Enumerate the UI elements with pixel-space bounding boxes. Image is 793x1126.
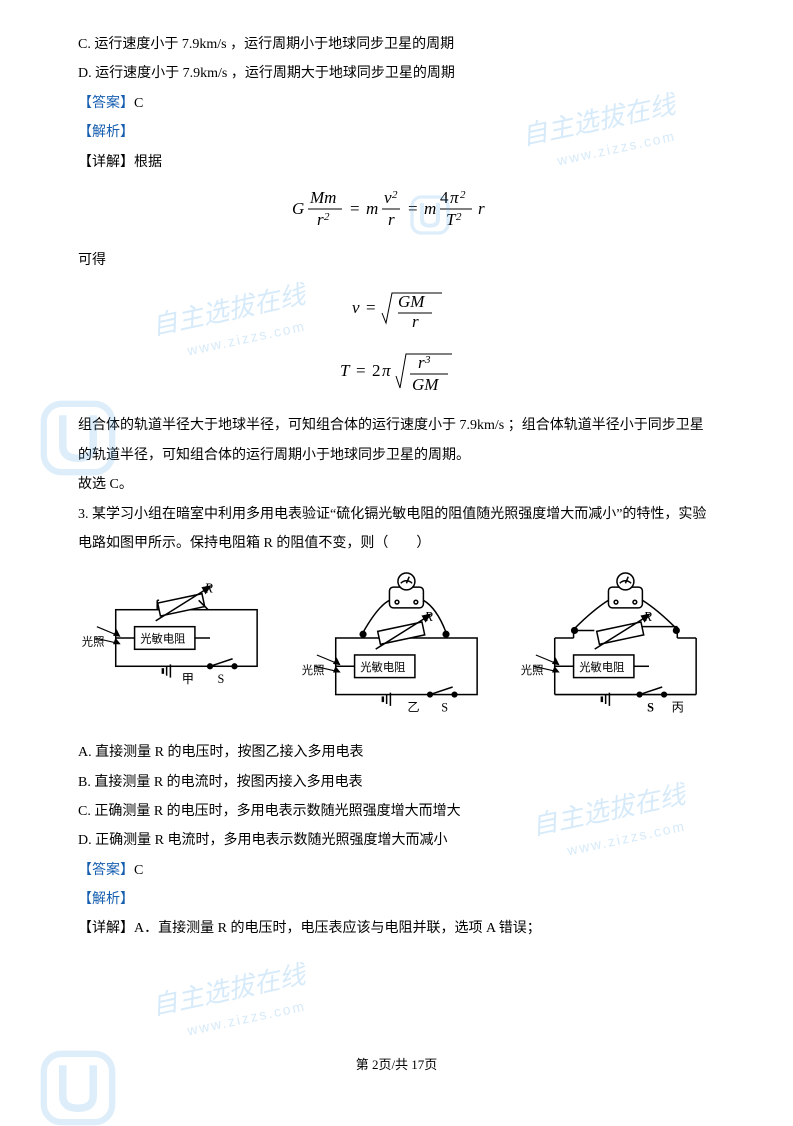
analysis-label: 【解析】 [78,118,715,147]
answer-value: C [134,96,143,111]
svg-text:Mm: Mm [309,188,336,207]
svg-text:=: = [350,199,360,218]
svg-text:π: π [450,188,459,207]
figure-jia: R 光敏电阻 光照 S 甲 [78,572,276,728]
watermark-url: www.zizzs.com [186,998,308,1039]
svg-text:π: π [382,361,391,380]
q3-answer-row: 【答案】C [78,856,715,885]
svg-text:=: = [408,199,418,218]
answer-label: 【答案】 [78,96,134,111]
svg-text:光敏电阻: 光敏电阻 [579,660,624,674]
svg-text:R: R [203,581,213,597]
after-eq: 可得 [78,246,715,275]
page: { "q2": { "optC": "C. 运行速度小于 7.9km/s ，运行… [0,0,793,1121]
answer-value: C [134,863,143,878]
figure-bing: R 光敏电阻 光照 S 丙 [517,572,715,728]
svg-text:光敏电阻: 光敏电阻 [140,632,185,646]
svg-text:2: 2 [460,189,466,201]
svg-text:S: S [218,673,225,687]
equation-2: v = GM r [78,285,715,336]
q3-opt-c: C. 正确测量 R 的电压时，多用电表示数随光照强度增大而增大 [78,797,715,826]
svg-text:R: R [423,609,433,625]
svg-text:2: 2 [372,361,381,380]
svg-text:光照: 光照 [82,635,105,649]
svg-text:2: 2 [392,189,398,201]
svg-text:=: = [356,361,366,380]
svg-text:GM: GM [412,375,439,394]
svg-text:2: 2 [324,211,330,223]
option-c: C. 运行速度小于 7.9km/s ，运行周期小于地球同步卫星的周期 [78,30,715,59]
answer-label: 【答案】 [78,863,134,878]
svg-text:R: R [642,609,652,625]
figure-yi: R 光敏电阻 光照 S 乙 [298,572,496,728]
svg-text:甲: 甲 [182,673,194,687]
q3-analysis-label: 【解析】 [78,885,715,914]
svg-text:S: S [647,701,654,715]
figure-row: R 光敏电阻 光照 S 甲 [78,572,715,728]
svg-text:光敏电阻: 光敏电阻 [360,660,405,674]
svg-text:r: r [412,312,419,331]
svg-text:GM: GM [398,292,425,311]
svg-text:3: 3 [424,354,431,366]
equation-3: T = 2π r3 GM [78,346,715,401]
detail-label: 【详解】根据 [78,148,715,177]
svg-text:光照: 光照 [301,663,324,677]
option-d: D. 运行速度小于 7.9km/s ，运行周期大于地球同步卫星的周期 [78,59,715,88]
q3-opt-d: D. 正确测量 R 电流时，多用电表示数随光照强度增大而减小 [78,826,715,855]
svg-text:m: m [424,199,436,218]
watermark-text: 自主选拔在线 [148,954,308,1023]
q3-detail: 【详解】A．直接测量 R 的电压时，电压表应该与电阻并联，选项 A 错误； [78,914,715,943]
svg-text:4: 4 [440,188,449,207]
q3-stem: 3. 某学习小组在暗室中利用多用电表验证“硫化镉光敏电阻的阻值随光照强度增大而减… [78,500,715,559]
conclusion-2: 故选 C。 [78,470,715,499]
svg-text:r: r [418,353,425,372]
svg-text:T: T [340,361,351,380]
conclusion-1: 组合体的轨道半径大于地球半径，可知组合体的运行速度小于 7.9km/s ；组合体… [78,411,715,470]
svg-text:r: r [388,210,395,229]
svg-text:=: = [366,298,376,317]
answer-row: 【答案】C [78,89,715,118]
svg-text:r: r [317,210,324,229]
svg-text:v: v [384,188,392,207]
svg-text:S: S [441,701,448,715]
svg-text:r: r [478,199,485,218]
svg-text:乙: 乙 [407,701,419,715]
svg-text:G: G [292,199,304,218]
svg-text:2: 2 [456,211,462,223]
equation-1: G Mm r2 = m v2 r = m 4π2 T2 r [78,187,715,236]
q3-opt-b: B. 直接测量 R 的电流时，按图丙接入多用电表 [78,768,715,797]
svg-text:m: m [366,199,378,218]
q3-opt-a: A. 直接测量 R 的电压时，按图乙接入多用电表 [78,738,715,767]
page-footer: 第 2页/共 17页 [0,1054,793,1073]
svg-text:v: v [352,298,360,317]
svg-text:光照: 光照 [521,663,544,677]
svg-text:丙: 丙 [672,701,684,715]
